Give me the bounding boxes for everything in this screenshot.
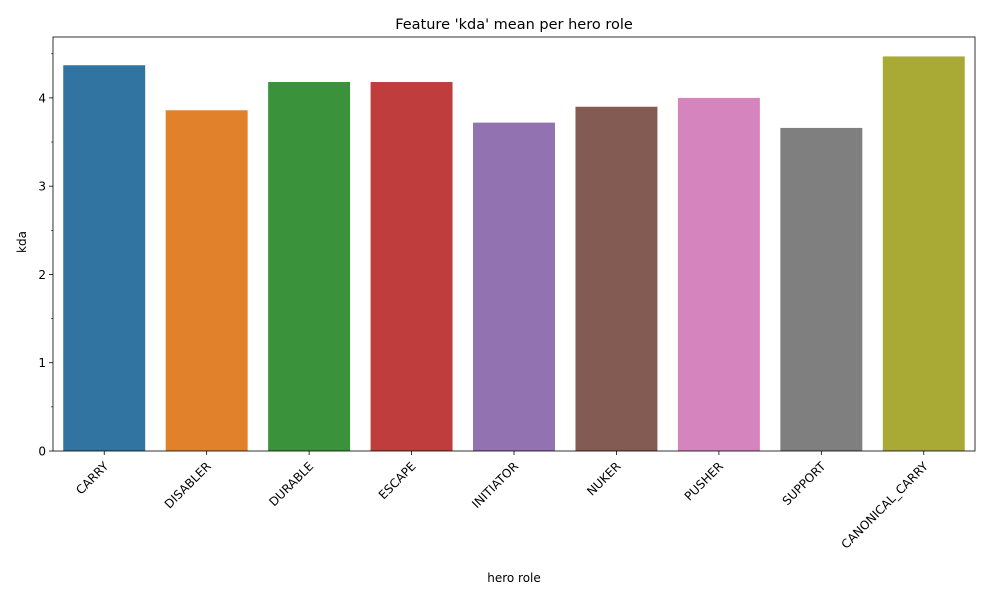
y-tick-label: 3 <box>38 180 46 194</box>
y-axis-label: kda <box>15 231 29 253</box>
bar-canonical-carry <box>882 56 965 452</box>
bar-initiator <box>473 122 555 452</box>
y-tick-label: 4 <box>38 91 46 105</box>
y-tick-label: 0 <box>38 445 46 459</box>
y-tick-label: 2 <box>38 268 46 282</box>
bar-carry <box>63 65 146 451</box>
bar-disabler <box>165 110 248 452</box>
y-tick-label: 1 <box>38 356 46 370</box>
bar-pusher <box>677 97 760 451</box>
chart-title: Feature 'kda' mean per hero role <box>395 17 633 33</box>
bar-nuker <box>575 106 658 452</box>
bar-escape <box>370 82 453 452</box>
x-axis-label: hero role <box>487 571 541 585</box>
bar-durable <box>268 82 351 452</box>
bar-support <box>780 127 863 452</box>
bars-group <box>63 56 965 452</box>
